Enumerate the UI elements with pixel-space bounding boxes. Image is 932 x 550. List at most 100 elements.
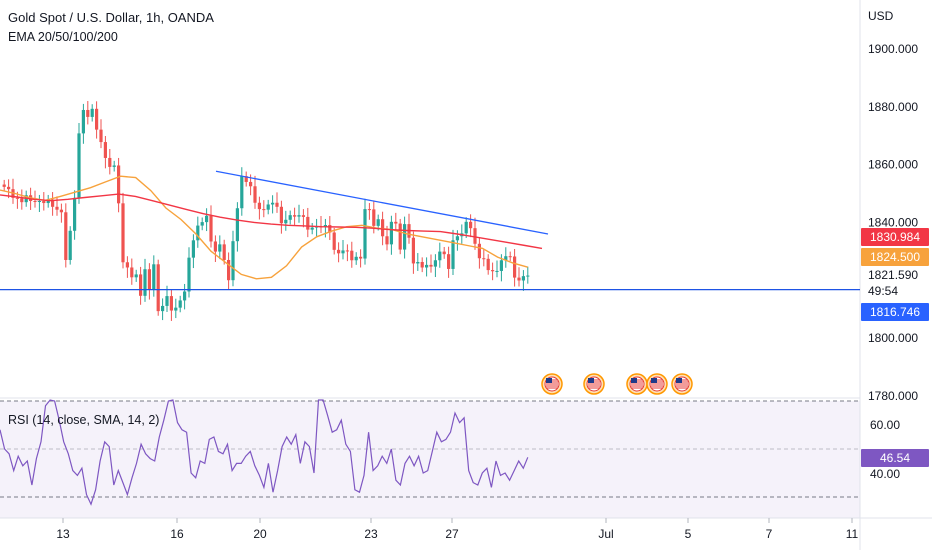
candle-body xyxy=(222,244,226,260)
time-tick-label: 16 xyxy=(170,527,184,541)
candle-body xyxy=(108,157,112,167)
rsi-line xyxy=(0,399,529,506)
candle-body xyxy=(81,109,85,134)
price-tick-label: 1900.000 xyxy=(868,42,918,56)
candle-body xyxy=(15,197,19,199)
candle-body xyxy=(165,296,169,306)
candle-body xyxy=(297,215,301,217)
candle-body xyxy=(59,209,63,213)
candle-body xyxy=(306,216,310,230)
candle-body xyxy=(486,258,490,271)
candle-body xyxy=(213,241,217,252)
candle-body xyxy=(508,256,512,258)
candle-body xyxy=(7,186,11,190)
trendline[interactable] xyxy=(215,170,549,235)
price-tick-label: 1780.000 xyxy=(868,389,918,403)
candle-body xyxy=(130,267,134,278)
candle-body xyxy=(323,225,327,228)
time-tick-label: 11 xyxy=(846,527,859,541)
candle-body xyxy=(473,228,477,244)
candle-body xyxy=(310,227,314,230)
candle-body xyxy=(244,176,248,182)
candle-body xyxy=(73,197,77,231)
candlestick-series xyxy=(2,101,530,321)
price-axis-ticks: 1900.000 1880.000 1860.000 1840.000 1800.000… xyxy=(868,42,918,403)
candle-body xyxy=(455,236,459,241)
ema-series xyxy=(0,175,543,280)
candle-body xyxy=(451,240,455,269)
chart-title[interactable]: Gold Spot / U.S. Dollar, 1h, OANDA xyxy=(8,10,214,25)
rsi-legend[interactable]: RSI (14, close, SMA, 14, 2) xyxy=(8,413,160,427)
price-tick-label: 1860.000 xyxy=(868,158,918,172)
candle-body xyxy=(64,212,68,260)
candle-body xyxy=(200,222,204,226)
candle-body xyxy=(46,199,50,204)
candle-body xyxy=(147,269,151,290)
candle-body xyxy=(253,186,257,203)
candle-body xyxy=(521,276,525,281)
candle-body xyxy=(279,206,283,224)
candle-body xyxy=(33,201,37,203)
candle-body xyxy=(156,264,160,312)
us-flag-icon[interactable] xyxy=(541,373,563,395)
us-flag-icon[interactable] xyxy=(671,373,693,395)
candle-body xyxy=(271,202,275,205)
candle-body xyxy=(354,256,358,261)
ema-line xyxy=(0,175,528,280)
time-tick-label: 27 xyxy=(445,527,459,541)
candle-body xyxy=(469,221,473,229)
candle-body xyxy=(174,307,178,311)
candle-body xyxy=(240,176,244,209)
candle-body xyxy=(235,208,239,242)
candle-body xyxy=(513,256,517,278)
candle-body xyxy=(196,225,200,241)
time-tick-label: 20 xyxy=(253,527,267,541)
candle-body xyxy=(205,215,209,223)
candle-body xyxy=(482,258,486,260)
candle-body xyxy=(381,219,385,237)
candle-body xyxy=(398,223,402,250)
candle-body xyxy=(275,202,279,207)
candle-body xyxy=(42,201,46,204)
bar-countdown: 49:54 xyxy=(868,284,899,298)
candle-body xyxy=(495,270,499,272)
candle-body xyxy=(367,209,371,211)
candle-body xyxy=(37,201,41,203)
candle-body xyxy=(152,264,156,290)
candle-body xyxy=(477,243,481,259)
us-flag-icon[interactable] xyxy=(583,373,605,395)
indicator-legend[interactable]: EMA 20/50/100/200 xyxy=(8,30,118,44)
economic-events xyxy=(541,373,693,395)
candle-body xyxy=(526,275,530,277)
candle-body xyxy=(416,261,420,264)
candle-body xyxy=(359,256,363,259)
candle-body xyxy=(77,133,81,198)
us-flag-icon[interactable] xyxy=(626,373,648,395)
candle-body xyxy=(350,250,354,261)
candle-body xyxy=(191,240,195,258)
candle-body xyxy=(103,142,107,158)
candle-body xyxy=(161,305,165,312)
candle-body xyxy=(139,274,143,296)
candle-body xyxy=(20,198,24,203)
candle-body xyxy=(504,256,508,261)
candle-body xyxy=(266,204,270,210)
last-price-label: 1821.590 xyxy=(868,268,919,282)
candle-body xyxy=(425,264,429,268)
candle-body xyxy=(403,224,407,250)
candle-body xyxy=(464,221,468,234)
candle-body xyxy=(209,215,213,242)
candle-body xyxy=(389,221,393,245)
candle-body xyxy=(125,262,129,268)
candle-body xyxy=(517,277,521,281)
rsi-value-badge: 46.54 xyxy=(861,449,929,467)
candle-body xyxy=(499,260,503,271)
time-axis-ticks: 13 16 20 23 27 Jul 5 7 11 xyxy=(56,518,859,541)
candle-body xyxy=(218,244,222,252)
candle-body xyxy=(68,230,72,260)
hline-price-badge: 1816.746 xyxy=(861,303,929,321)
us-flag-icon[interactable] xyxy=(646,373,668,395)
candle-body xyxy=(187,257,191,292)
candle-body xyxy=(433,260,437,267)
